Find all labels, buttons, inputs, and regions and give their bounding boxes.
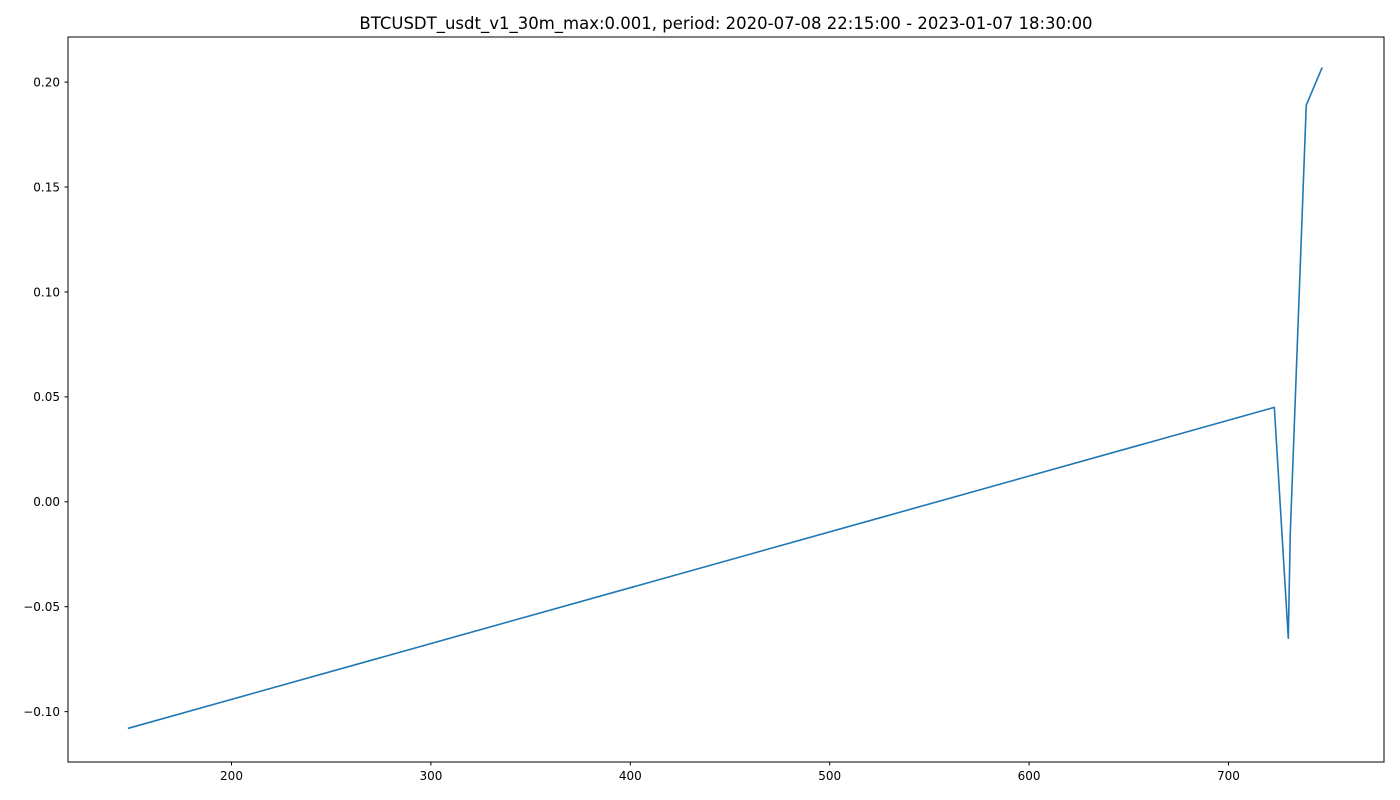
series-layer: [127, 67, 1323, 730]
x-axis: 200 300 400 500 600 700: [220, 762, 1240, 783]
x-tick-label: 300: [419, 769, 442, 783]
y-axis: −0.10 −0.05 0.00 0.05 0.10 0.15 0.20: [23, 75, 68, 719]
chart-title: BTCUSDT_usdt_v1_30m_max:0.001, period: 2…: [359, 14, 1092, 34]
y-tick-label: 0.20: [33, 75, 60, 89]
series-line-0: [127, 67, 1323, 730]
x-tick-label: 600: [1018, 769, 1041, 783]
y-tick-label: 0.10: [33, 285, 60, 299]
plot-area-frame: [67, 36, 1385, 763]
y-tick-label: 0.05: [33, 390, 60, 404]
y-tick-label: −0.05: [23, 600, 60, 614]
y-tick-label: −0.10: [23, 705, 60, 719]
x-tick-label: 400: [619, 769, 642, 783]
x-tick-label: 500: [818, 769, 841, 783]
y-tick-label: 0.00: [33, 495, 60, 509]
x-tick-label: 200: [220, 769, 243, 783]
x-tick-label: 700: [1217, 769, 1240, 783]
y-tick-label: 0.15: [33, 180, 60, 194]
